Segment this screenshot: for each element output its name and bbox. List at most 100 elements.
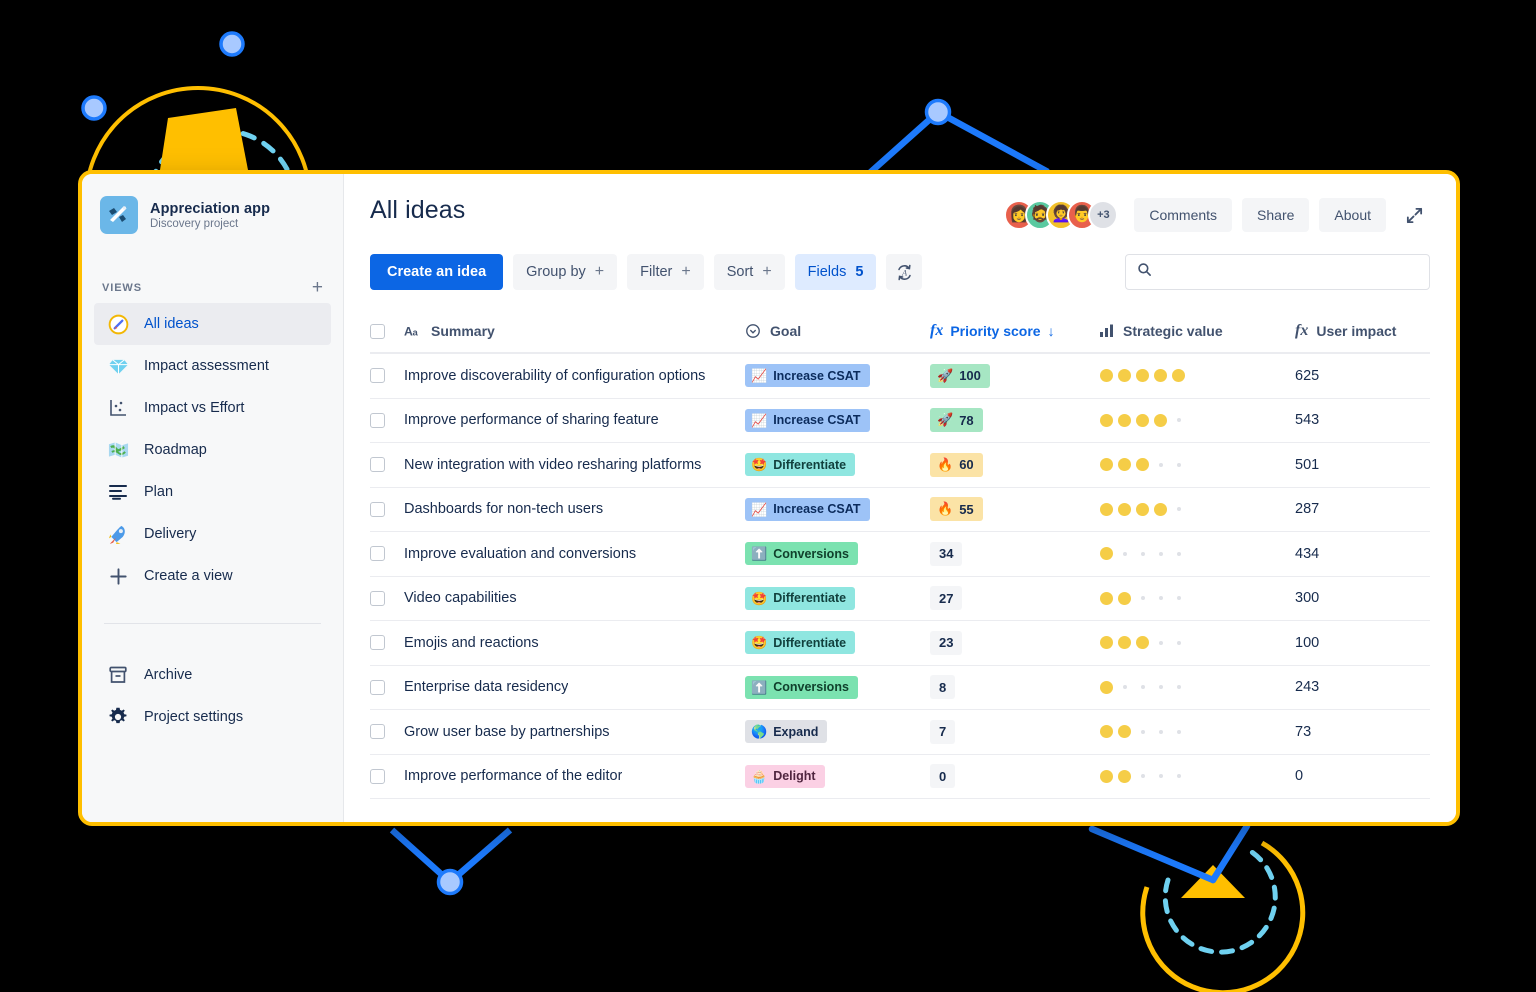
row-checkbox[interactable] <box>370 457 385 473</box>
cell-goal[interactable]: 📈 Increase CSAT <box>745 408 930 432</box>
avatar-overflow-count[interactable]: +3 <box>1088 200 1119 230</box>
row-select-cell[interactable] <box>370 457 404 473</box>
cell-strategic-value[interactable] <box>1100 413 1295 427</box>
strategic-value-rating[interactable] <box>1100 413 1185 427</box>
cell-goal[interactable]: ⬆️ Conversions <box>745 675 930 699</box>
cell-user-impact[interactable]: 73 <box>1295 724 1430 740</box>
about-button[interactable]: About <box>1319 198 1386 232</box>
cell-user-impact[interactable]: 501 <box>1295 457 1430 473</box>
comments-button[interactable]: Comments <box>1134 198 1233 232</box>
sidebar-item-project-settings[interactable]: Project settings <box>94 696 331 738</box>
sidebar-item-delivery[interactable]: Delivery <box>94 513 331 555</box>
row-checkbox[interactable] <box>370 679 385 695</box>
cell-user-impact[interactable]: 300 <box>1295 590 1430 606</box>
cell-user-impact[interactable]: 543 <box>1295 412 1430 428</box>
sidebar-item-plan[interactable]: Plan <box>94 471 331 513</box>
cell-goal[interactable]: 🤩 Differentiate <box>745 586 930 610</box>
column-header-priority-score[interactable]: fx Priority score ↓ <box>930 322 1100 340</box>
expand-arrows-icon[interactable] <box>1398 199 1430 231</box>
strategic-value-rating[interactable] <box>1100 680 1185 694</box>
cell-summary[interactable]: Grow user base by partnerships <box>404 724 745 740</box>
cell-strategic-value[interactable] <box>1100 502 1295 516</box>
cell-summary[interactable]: Enterprise data residency <box>404 679 745 695</box>
cell-priority-score[interactable]: 0 <box>930 764 1100 789</box>
select-all-cell[interactable] <box>370 323 404 339</box>
strategic-value-rating[interactable] <box>1100 591 1185 605</box>
fields-button[interactable]: Fields 5 <box>794 254 877 290</box>
filter-button[interactable]: Filter + <box>627 254 704 290</box>
cell-summary[interactable]: Improve performance of the editor <box>404 768 745 784</box>
search-box[interactable] <box>1125 254 1430 290</box>
column-header-strategic-value[interactable]: Strategic value <box>1100 323 1295 339</box>
row-select-cell[interactable] <box>370 368 404 384</box>
cell-priority-score[interactable]: 🔥 55 <box>930 497 1100 522</box>
column-header-goal[interactable]: Goal <box>745 323 930 339</box>
cell-strategic-value[interactable] <box>1100 369 1295 383</box>
table-row[interactable]: Video capabilities 🤩 Differentiate 27 300 <box>370 577 1430 621</box>
cell-goal[interactable]: 📈 Increase CSAT <box>745 497 930 521</box>
row-checkbox[interactable] <box>370 546 385 562</box>
sidebar-item-create-a-view[interactable]: Create a view <box>94 555 331 597</box>
project-header[interactable]: Appreciation app Discovery project <box>82 192 343 234</box>
create-idea-button[interactable]: Create an idea <box>370 254 504 290</box>
sort-button[interactable]: Sort + <box>713 254 785 290</box>
row-select-cell[interactable] <box>370 768 404 784</box>
table-row[interactable]: Improve performance of the editor 🧁 Deligh… <box>370 755 1430 799</box>
sidebar-item-all-ideas[interactable]: All ideas <box>94 303 331 345</box>
cell-strategic-value[interactable] <box>1100 591 1295 605</box>
cell-strategic-value[interactable] <box>1100 769 1295 783</box>
row-select-cell[interactable] <box>370 679 404 695</box>
row-checkbox[interactable] <box>370 635 385 651</box>
cell-priority-score[interactable]: 8 <box>930 675 1100 700</box>
strategic-value-rating[interactable] <box>1100 769 1185 783</box>
column-header-user-impact[interactable]: fx User impact <box>1295 322 1430 340</box>
auto-refresh-icon[interactable]: A <box>886 254 923 290</box>
cell-goal[interactable]: 📈 Increase CSAT <box>745 364 930 388</box>
avatar-group[interactable]: 👩 🧔 👩‍🦱 👨 +3 <box>1004 200 1119 230</box>
cell-summary[interactable]: Improve evaluation and conversions <box>404 546 745 562</box>
cell-priority-score[interactable]: 🔥 60 <box>930 452 1100 477</box>
cell-user-impact[interactable]: 0 <box>1295 768 1430 784</box>
cell-user-impact[interactable]: 287 <box>1295 501 1430 517</box>
strategic-value-rating[interactable] <box>1100 369 1185 383</box>
cell-priority-score[interactable]: 23 <box>930 630 1100 655</box>
row-checkbox[interactable] <box>370 768 385 784</box>
row-select-cell[interactable] <box>370 501 404 517</box>
cell-strategic-value[interactable] <box>1100 725 1295 739</box>
row-checkbox[interactable] <box>370 724 385 740</box>
sidebar-item-archive[interactable]: Archive <box>94 654 331 696</box>
row-checkbox[interactable] <box>370 590 385 606</box>
strategic-value-rating[interactable] <box>1100 502 1185 516</box>
strategic-value-rating[interactable] <box>1100 636 1185 650</box>
row-select-cell[interactable] <box>370 546 404 562</box>
cell-priority-score[interactable]: 🚀 100 <box>930 363 1100 388</box>
table-row[interactable]: Dashboards for non-tech users 📈 Increase C… <box>370 488 1430 532</box>
group-by-button[interactable]: Group by + <box>513 254 618 290</box>
cell-strategic-value[interactable] <box>1100 680 1295 694</box>
cell-priority-score[interactable]: 34 <box>930 541 1100 566</box>
cell-goal[interactable]: 🧁 Delight <box>745 764 930 788</box>
cell-summary[interactable]: Improve performance of sharing feature <box>404 412 745 428</box>
cell-strategic-value[interactable] <box>1100 636 1295 650</box>
strategic-value-rating[interactable] <box>1100 458 1185 472</box>
cell-summary[interactable]: New integration with video resharing pla… <box>404 457 745 473</box>
sidebar-item-roadmap[interactable]: Roadmap <box>94 429 331 471</box>
row-select-cell[interactable] <box>370 635 404 651</box>
table-row[interactable]: Enterprise data residency ⬆️ Conversions 8 2… <box>370 666 1430 710</box>
strategic-value-rating[interactable] <box>1100 725 1185 739</box>
cell-user-impact[interactable]: 100 <box>1295 635 1430 651</box>
cell-goal[interactable]: 🤩 Differentiate <box>745 453 930 477</box>
add-view-button[interactable]: + <box>311 277 323 298</box>
cell-goal[interactable]: ⬆️ Conversions <box>745 542 930 566</box>
cell-priority-score[interactable]: 🚀 78 <box>930 408 1100 433</box>
cell-strategic-value[interactable] <box>1100 547 1295 561</box>
strategic-value-rating[interactable] <box>1100 547 1185 561</box>
cell-strategic-value[interactable] <box>1100 458 1295 472</box>
cell-summary[interactable]: Improve discoverability of configuration… <box>404 368 745 384</box>
table-row[interactable]: Improve discoverability of configuration… <box>370 354 1430 399</box>
cell-user-impact[interactable]: 434 <box>1295 546 1430 562</box>
share-button[interactable]: Share <box>1242 198 1310 232</box>
table-row[interactable]: Improve evaluation and conversions ⬆️ Conv… <box>370 532 1430 577</box>
cell-summary[interactable]: Video capabilities <box>404 590 745 606</box>
table-row[interactable]: Emojis and reactions 🤩 Differentiate 23 100 <box>370 621 1430 666</box>
